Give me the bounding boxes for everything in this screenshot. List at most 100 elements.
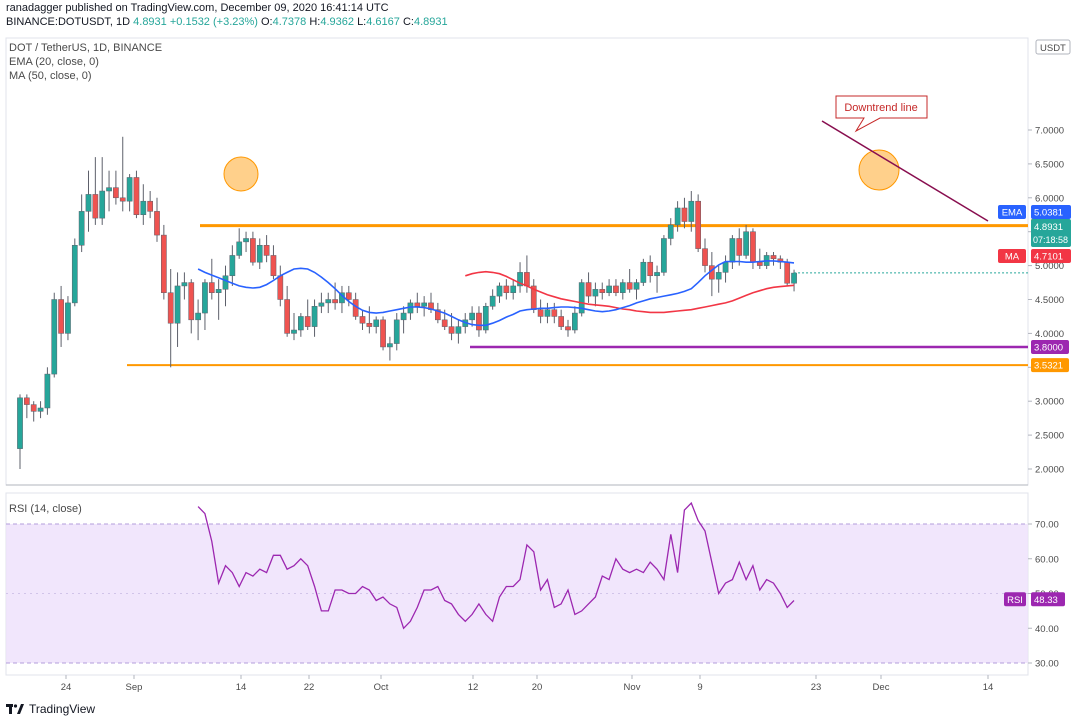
time-tick-label: 14 (983, 682, 994, 693)
candle-up (229, 255, 236, 277)
price-tick-label: 7.0000 (1035, 126, 1064, 137)
candle-down (565, 326, 571, 331)
candle-up (78, 211, 85, 246)
rsi-tick-label: 70.00 (1035, 520, 1059, 531)
candle-down (133, 177, 140, 216)
time-tick-label: 9 (697, 682, 702, 693)
candle-up (195, 312, 201, 321)
low-value: 4.6167 (366, 16, 400, 28)
candle-up (37, 407, 44, 412)
price-change: +0.1532 (+3.23%) (169, 16, 258, 28)
candle-down (250, 238, 256, 263)
tradingview-logo[interactable]: TradingView (6, 702, 95, 716)
candle-down (750, 231, 756, 263)
candle-up (592, 289, 599, 297)
candle-down (613, 285, 619, 293)
candle-up (791, 272, 797, 284)
price-tick-label: 5.0000 (1035, 261, 1064, 272)
ma-tag-box (998, 249, 1026, 263)
ma-tag-text: MA (1005, 252, 1020, 263)
ma-value-text: 4.7101 (1034, 252, 1063, 263)
candle-up (489, 295, 496, 307)
candle-up (318, 302, 325, 307)
rsi-tag-box (1004, 592, 1026, 607)
rsi-tick-label: 60.00 (1035, 554, 1059, 565)
candle-up (544, 309, 551, 317)
currency-box (1035, 39, 1071, 55)
candle-down (626, 282, 633, 290)
candle-up (387, 343, 393, 348)
rsi-tick-label: 30.00 (1035, 659, 1059, 670)
time-tick-label: 12 (468, 682, 479, 693)
candle-down (92, 194, 99, 219)
candle-up (661, 238, 667, 273)
candle-down (647, 261, 654, 277)
ema-value-text: 5.0381 (1034, 208, 1063, 219)
candle-down (366, 322, 373, 327)
close-label: C: (402, 16, 414, 28)
candle-down (284, 299, 290, 334)
legend-title: DOT / TetherUS, 1D, BINANCE (9, 42, 163, 54)
candle-up (640, 261, 647, 283)
candle-up (654, 272, 660, 277)
rsi-tag-text: RSI (1007, 595, 1023, 606)
symbol-ohlc-line: BINANCE:DOTUSDT, 1D 4.8931 +0.1532 (+3.2… (6, 16, 448, 28)
legend-rsi: RSI (14, close) (9, 503, 82, 515)
high-label: H: (309, 16, 321, 28)
currency-label: USDT (1040, 43, 1066, 54)
candle-down (359, 316, 366, 324)
candle-down (154, 211, 160, 236)
candle-down (208, 282, 215, 293)
candle-down (58, 299, 64, 334)
candle-up (311, 306, 318, 327)
price-tick-label: 6.5000 (1035, 159, 1064, 170)
candle-up (202, 282, 208, 314)
candle-down (380, 319, 386, 348)
candle-up (126, 177, 133, 202)
candle-up (106, 187, 112, 192)
candle-up (572, 312, 578, 331)
candle-up (722, 261, 729, 273)
candle-up (578, 282, 585, 314)
legend-ema: EMA (20, close, 0) (9, 56, 99, 68)
price-chart[interactable]: 7.00006.50006.00005.50005.00004.50004.00… (0, 0, 1080, 700)
candle-up (291, 329, 297, 334)
candle-up (373, 319, 380, 327)
candle-up (517, 272, 523, 287)
candle-down (558, 316, 564, 327)
candle-up (688, 200, 695, 222)
candle-up (633, 282, 640, 290)
ma50-line (465, 270, 795, 314)
candle-up (510, 285, 517, 293)
candle-up (674, 207, 681, 226)
candle-down (756, 261, 763, 266)
support-value-box (1031, 358, 1069, 373)
candle-down (277, 275, 284, 300)
candle-down (537, 309, 544, 317)
candle-up (71, 245, 78, 304)
time-tick-label: 22 (304, 682, 315, 693)
open-value: 4.7378 (272, 16, 307, 28)
symbol-name: BINANCE:DOTUSDT, 1D (6, 16, 131, 28)
ema-tag-box (998, 205, 1026, 219)
last-price-box (1031, 219, 1071, 247)
candle-down (524, 272, 530, 287)
candle-down (24, 397, 30, 405)
candle-up (393, 319, 400, 344)
candle-down (476, 312, 482, 331)
rsi-tick-label: 40.00 (1035, 624, 1059, 635)
price-tick-label: 4.0000 (1035, 329, 1064, 340)
candle-up (174, 285, 181, 324)
candle-up (51, 299, 58, 375)
time-tick-label: Sep (126, 682, 143, 693)
time-tick-label: Oct (374, 682, 389, 693)
candle-down (585, 282, 592, 297)
candle-down (167, 292, 174, 324)
highlight-circle (858, 149, 900, 191)
price-tick-label: 2.0000 (1035, 465, 1064, 476)
candle-down (304, 316, 311, 327)
candle-down (270, 255, 277, 277)
candle-down (147, 200, 154, 212)
time-tick-label: 24 (61, 682, 72, 693)
candle-up (215, 289, 222, 293)
